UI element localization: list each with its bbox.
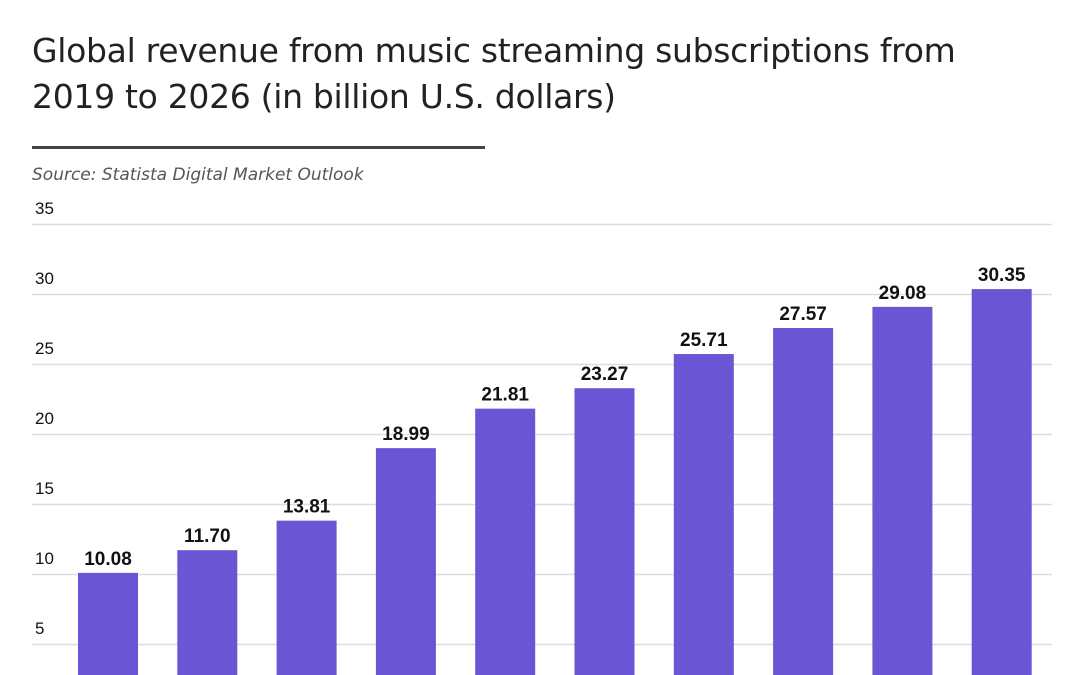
y-tick-label: 15 xyxy=(35,479,54,498)
title-divider xyxy=(32,146,485,149)
bar xyxy=(177,550,238,675)
y-tick-label: 10 xyxy=(35,549,54,568)
data-label: 29.08 xyxy=(879,283,927,304)
data-label: 11.70 xyxy=(184,526,231,547)
data-label: 18.99 xyxy=(382,424,430,445)
y-tick-label: 25 xyxy=(35,339,54,358)
bar xyxy=(276,520,337,675)
y-tick-label: 35 xyxy=(35,199,54,218)
y-tick-label: 20 xyxy=(35,409,54,428)
data-label: 27.57 xyxy=(779,304,827,325)
y-tick-label: 5 xyxy=(35,619,44,638)
bar xyxy=(773,328,834,675)
y-tick-label: 30 xyxy=(35,269,54,288)
data-label: 10.08 xyxy=(84,549,132,570)
bar xyxy=(971,289,1032,675)
bar xyxy=(375,448,436,675)
data-label: 21.81 xyxy=(481,385,529,406)
data-label: 13.81 xyxy=(283,497,331,518)
data-label: 23.27 xyxy=(581,364,629,385)
bar xyxy=(673,354,734,675)
bar xyxy=(78,572,138,675)
data-label: 25.71 xyxy=(680,330,728,351)
bar xyxy=(475,408,536,675)
chart-source: Source: Statista Digital Market Outlook xyxy=(32,165,364,185)
chart-title: Global revenue from music streaming subs… xyxy=(32,31,956,116)
bar xyxy=(574,388,635,675)
bar xyxy=(872,306,933,675)
data-label: 30.35 xyxy=(978,265,1026,286)
